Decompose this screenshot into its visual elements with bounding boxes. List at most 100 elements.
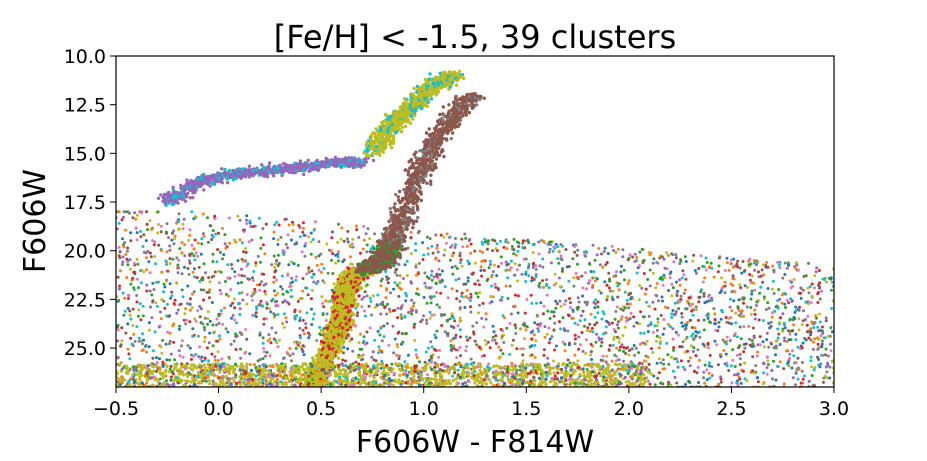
data-point bbox=[716, 363, 720, 367]
data-point bbox=[430, 345, 434, 349]
data-point bbox=[238, 291, 241, 295]
data-point bbox=[282, 325, 286, 329]
data-point bbox=[315, 339, 319, 342]
data-point bbox=[530, 353, 534, 357]
data-point bbox=[238, 218, 242, 222]
data-point bbox=[359, 251, 362, 255]
data-point bbox=[494, 285, 498, 289]
data-point bbox=[648, 253, 652, 257]
data-point bbox=[172, 229, 175, 233]
data-point bbox=[207, 276, 211, 280]
data-point bbox=[564, 299, 568, 303]
data-point bbox=[175, 281, 179, 285]
data-point bbox=[496, 265, 500, 268]
data-point bbox=[666, 353, 670, 357]
data-point bbox=[469, 310, 473, 314]
data-point bbox=[761, 361, 765, 365]
data-point bbox=[662, 257, 666, 261]
data-point bbox=[121, 260, 125, 264]
data-point bbox=[527, 274, 531, 278]
data-point bbox=[180, 272, 184, 276]
data-point bbox=[255, 305, 258, 309]
data-point bbox=[596, 311, 600, 315]
data-point bbox=[739, 309, 743, 313]
data-point bbox=[431, 251, 435, 255]
data-point bbox=[538, 264, 542, 268]
data-point bbox=[713, 322, 717, 326]
data-point bbox=[206, 322, 209, 326]
data-point bbox=[150, 316, 154, 320]
data-point bbox=[490, 338, 494, 342]
data-point bbox=[509, 266, 513, 270]
data-point bbox=[738, 344, 742, 348]
data-point bbox=[181, 222, 185, 226]
data-point bbox=[671, 369, 675, 373]
data-point bbox=[756, 380, 760, 384]
data-point bbox=[683, 368, 687, 372]
data-point bbox=[663, 276, 667, 280]
data-point bbox=[243, 351, 247, 355]
data-point bbox=[776, 365, 780, 369]
data-point bbox=[118, 269, 122, 273]
data-point bbox=[142, 338, 146, 342]
data-point bbox=[201, 232, 205, 236]
data-point bbox=[426, 346, 430, 350]
data-point bbox=[569, 301, 572, 305]
data-point bbox=[577, 300, 581, 304]
data-point bbox=[761, 319, 765, 322]
data-point bbox=[116, 356, 120, 360]
data-point bbox=[410, 298, 414, 302]
data-point bbox=[721, 338, 725, 342]
data-point bbox=[168, 314, 172, 318]
data-point bbox=[527, 262, 531, 266]
data-point bbox=[320, 262, 324, 266]
data-point bbox=[125, 257, 129, 261]
data-point bbox=[459, 335, 462, 339]
data-point bbox=[686, 300, 689, 303]
data-point bbox=[755, 259, 759, 263]
data-point bbox=[325, 312, 329, 316]
data-point bbox=[691, 350, 695, 353]
data-point bbox=[255, 307, 259, 311]
data-point bbox=[476, 311, 480, 315]
data-point bbox=[428, 237, 432, 241]
data-point bbox=[315, 263, 319, 267]
data-point bbox=[437, 259, 441, 263]
data-point bbox=[730, 290, 734, 294]
data-point bbox=[561, 267, 564, 271]
data-point bbox=[491, 249, 495, 253]
data-point bbox=[318, 325, 322, 329]
data-point bbox=[280, 287, 284, 291]
data-point bbox=[549, 243, 552, 247]
data-point bbox=[534, 267, 538, 271]
data-point bbox=[151, 239, 155, 243]
data-point bbox=[793, 266, 797, 270]
data-point bbox=[618, 348, 621, 352]
data-point bbox=[167, 236, 170, 240]
data-point bbox=[195, 276, 199, 280]
data-point bbox=[202, 326, 206, 329]
data-point bbox=[628, 349, 631, 352]
data-point bbox=[731, 348, 735, 352]
data-point bbox=[542, 353, 546, 357]
data-point bbox=[805, 323, 809, 327]
data-point bbox=[301, 230, 305, 234]
data-point bbox=[781, 312, 785, 316]
data-point bbox=[157, 223, 161, 226]
data-point bbox=[200, 277, 204, 281]
data-point bbox=[426, 246, 430, 250]
data-point bbox=[133, 211, 137, 215]
data-point bbox=[703, 381, 707, 385]
data-point bbox=[661, 367, 665, 371]
data-point bbox=[158, 357, 161, 361]
data-point bbox=[748, 278, 752, 282]
data-point bbox=[269, 310, 273, 314]
data-point bbox=[117, 210, 121, 214]
data-point bbox=[792, 354, 796, 358]
data-point bbox=[250, 238, 254, 242]
data-point bbox=[168, 257, 172, 261]
data-point bbox=[231, 301, 235, 305]
data-point bbox=[661, 283, 665, 287]
data-point bbox=[168, 339, 172, 343]
data-point bbox=[573, 245, 577, 248]
